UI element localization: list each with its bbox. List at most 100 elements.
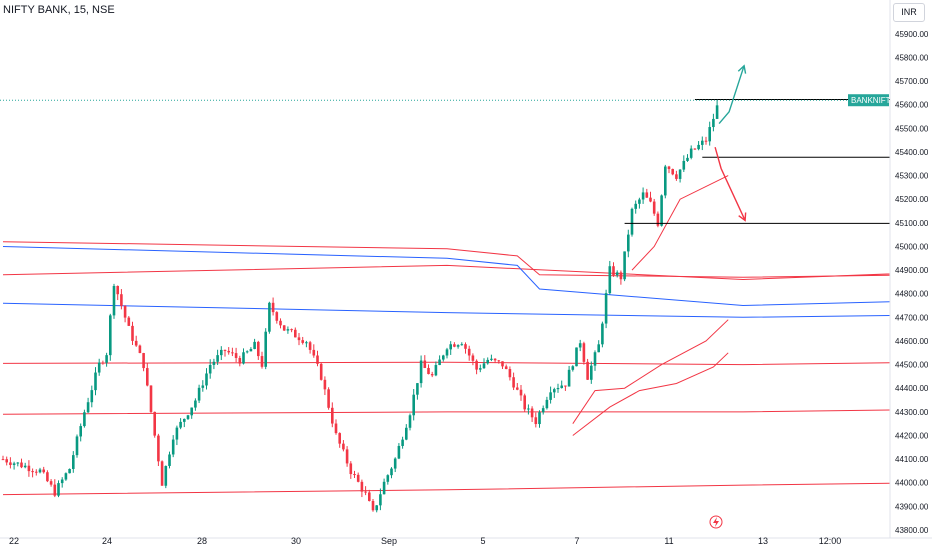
candle-down (464, 344, 467, 349)
candle-down (586, 361, 589, 380)
candle-up (405, 427, 408, 440)
candle-down (519, 389, 523, 396)
candle-down (301, 340, 304, 343)
candle-up (438, 359, 441, 366)
candle-up (286, 329, 290, 331)
candle-down (294, 329, 297, 338)
candle-down (645, 192, 649, 198)
symbol-tag-text: BANKNIFTY (851, 96, 897, 105)
candle-down (364, 491, 367, 493)
red-band-8 (631, 175, 729, 271)
candle-down (530, 408, 534, 418)
candle-up (305, 342, 308, 344)
currency-button[interactable]: INR (893, 3, 925, 22)
candle-down (612, 266, 615, 276)
candle-up (205, 373, 208, 386)
candle-down (467, 348, 471, 356)
red-band-3 (2, 361, 929, 366)
candle-down (20, 462, 23, 468)
candle-down (427, 367, 430, 375)
candle-down (675, 174, 678, 179)
candle-up (164, 465, 168, 486)
candle-down (516, 387, 519, 390)
candle-down (312, 349, 316, 356)
candle-down (319, 363, 323, 380)
red-band-2 (2, 241, 929, 278)
candle-up (604, 293, 608, 324)
candle-down (582, 343, 586, 362)
candle-down (35, 471, 38, 473)
candle-up (482, 363, 486, 369)
price-tick-label: 44200.00 (895, 431, 929, 440)
price-tick-label: 45600.00 (895, 101, 929, 110)
candle-up (575, 347, 578, 367)
candle-up (109, 315, 112, 356)
candle-up (541, 408, 545, 413)
candle-down (146, 368, 149, 386)
lightning-icon (709, 515, 723, 529)
candle-down (342, 443, 345, 450)
candle-up (201, 385, 205, 388)
candle-down (127, 317, 131, 326)
price-tick-label: 44500.00 (895, 361, 929, 370)
candle-up (567, 369, 571, 387)
candle-down (271, 302, 275, 313)
price-tick-label: 44600.00 (895, 337, 929, 346)
candle-up (634, 203, 637, 209)
candle-up (638, 199, 641, 204)
candle-up (393, 458, 397, 469)
price-tick-label: 44900.00 (895, 266, 929, 275)
price-tick-label: 45700.00 (895, 77, 929, 86)
red-band-7 (572, 352, 729, 436)
candle-down (275, 312, 279, 321)
candle-up (183, 418, 186, 422)
candle-down (53, 484, 57, 496)
candle-up (664, 166, 667, 196)
candle-up (712, 118, 715, 128)
candle-up (253, 341, 256, 350)
candle-down (493, 358, 497, 361)
candle-down (142, 353, 145, 369)
candle-down (149, 385, 153, 412)
candle-down (667, 166, 671, 170)
candle-up (527, 408, 530, 410)
red-band-5 (2, 482, 929, 496)
price-tick-label: 45900.00 (895, 30, 929, 39)
candle-up (112, 285, 116, 316)
candle-up (197, 387, 201, 401)
candle-down (5, 459, 8, 463)
price-tick-label: 45000.00 (895, 242, 929, 251)
candle-up (212, 361, 216, 365)
price-tick-label: 44800.00 (895, 290, 929, 299)
candle-up (538, 412, 541, 425)
price-tick-label: 45800.00 (895, 53, 929, 62)
candle-down (619, 272, 623, 280)
candle-down (279, 320, 282, 326)
candle-up (12, 463, 16, 465)
candle-up (245, 351, 249, 353)
candle-down (308, 342, 312, 350)
candle-down (430, 374, 434, 376)
candle-down (1, 459, 5, 461)
candle-down (49, 481, 53, 485)
candle-down (238, 357, 242, 364)
candle-up (390, 468, 393, 476)
blue-band-b (2, 302, 929, 318)
bearish-arrow-head (738, 212, 747, 222)
candle-down (475, 360, 478, 370)
candle-up (578, 343, 582, 348)
candle-down (282, 325, 286, 331)
price-axis-panel (890, 0, 932, 550)
blue-band-a (2, 246, 929, 307)
candle-down (693, 148, 697, 150)
candle-down (652, 201, 656, 214)
time-tick-label: 22 (9, 536, 19, 546)
candle-up (397, 445, 401, 459)
candle-down (704, 140, 708, 142)
candle-up (268, 302, 271, 332)
candle-down (656, 213, 660, 226)
candle-up (590, 365, 593, 380)
candle-down (327, 389, 330, 408)
candle-up (186, 415, 190, 419)
